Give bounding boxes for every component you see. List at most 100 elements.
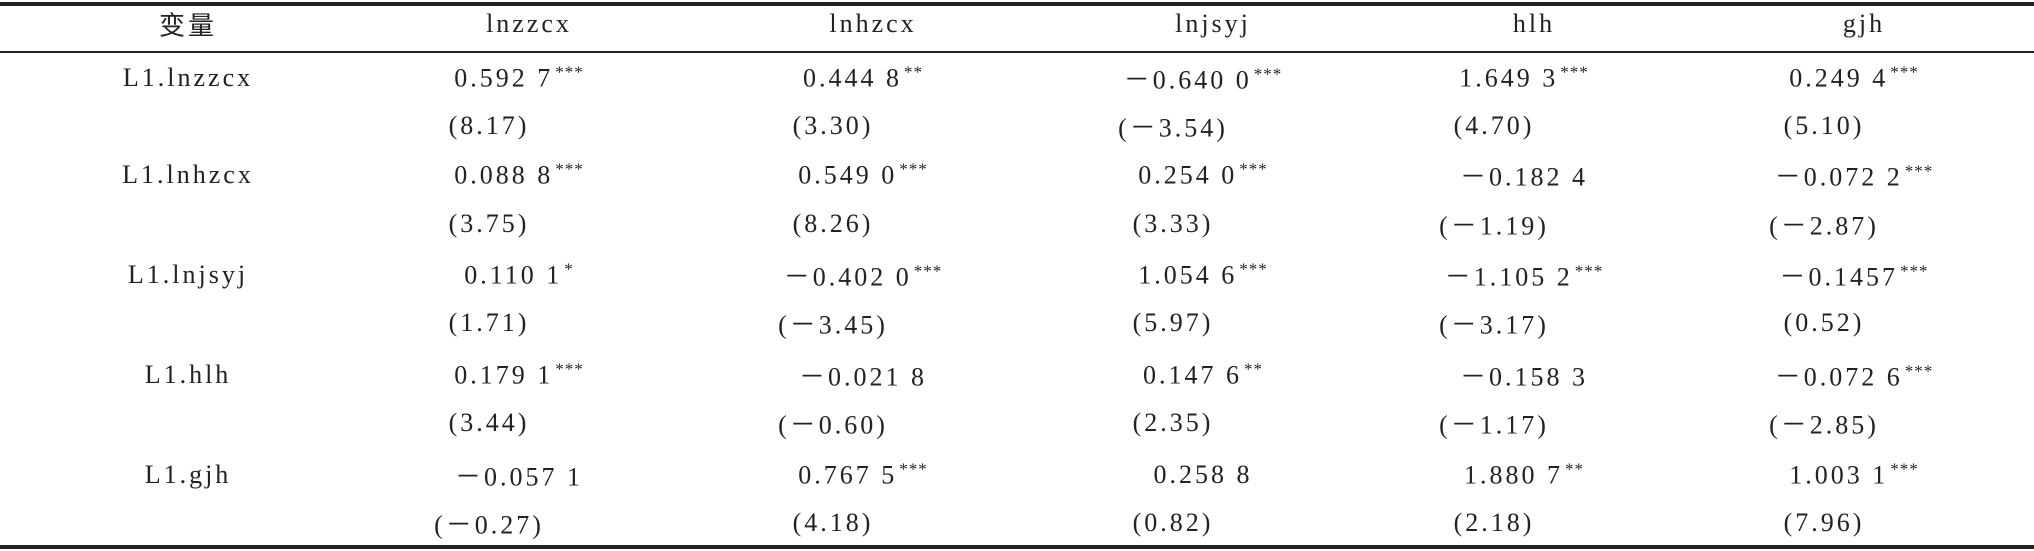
top-rule [0,2,2034,6]
coef-cell: 0.444 8 ** [803,63,923,94]
row-label: L1.lnjsyj [127,260,249,289]
coef-cell: －0.640 0 *** [1124,60,1283,97]
coefficient: －0.640 0 [1123,65,1252,95]
coef-cell: －0.182 4 [1460,157,1588,194]
coef-cell: 0.258 8 [1154,460,1253,490]
t-stat: (8.17) [448,111,530,140]
coefficient: 0.444 8 [803,63,902,93]
coefficient: 1.649 3 [1459,63,1559,93]
significance: *** [1900,261,1929,281]
t-stat: (－1.19) [1439,211,1549,241]
header-cell: 变量 [158,11,218,41]
coefficient: 0.592 7 [454,63,554,93]
coefficient: 1.880 7 [1464,460,1563,490]
t-stat: (－3.45) [778,310,888,340]
t-stat: (3.30) [792,111,874,140]
coefficient: －0.072 2 [1774,162,1903,192]
significance: *** [1904,161,1934,181]
t-stat: (－0.27) [434,510,544,540]
coef-cell: 0.110 1 * [464,260,574,291]
significance: * [564,259,574,279]
significance: *** [555,62,584,82]
significance: *** [555,159,584,179]
coef-cell: －0.021 8 [799,357,927,394]
coef-cell: －0.072 6 *** [1775,357,1934,394]
t-stat: (－2.85) [1769,410,1879,440]
coefficient: －0.057 1 [454,462,584,492]
coefficient: －0.072 6 [1774,362,1903,392]
significance: ** [904,62,923,82]
coefficient: －0.1457 [1779,262,1899,292]
significance: *** [555,359,584,379]
t-stat: (2.35) [1132,408,1214,437]
significance: ** [1565,459,1584,479]
t-stat: (1.71) [448,308,530,337]
coef-cell: －0.402 0 *** [784,257,943,294]
t-stat: (7.96) [1783,508,1865,537]
coefficient: 1.003 1 [1789,460,1889,490]
row-label: L1.hlh [144,360,232,389]
coef-cell: －0.072 2 *** [1775,157,1934,194]
header-cell: lnzzcx [486,9,572,38]
row-label: L1.gjh [144,460,232,489]
coef-cell: 1.649 3 *** [1459,63,1589,94]
t-stat: (3.75) [448,209,530,238]
coef-cell: 1.880 7 ** [1464,460,1584,491]
coef-cell: 0.592 7 *** [454,63,584,94]
t-stat: (0.82) [1132,508,1214,537]
coefficient: －0.402 0 [783,262,912,292]
row-label: L1.lnhzcx [122,160,254,189]
coef-cell: 0.549 0 *** [798,160,928,191]
coefficient: 0.088 8 [454,160,554,190]
t-stat: (5.10) [1783,111,1865,140]
header-cell: hlh [1512,9,1556,38]
t-stat: (2.18) [1453,508,1535,537]
significance: *** [913,261,943,281]
coef-cell: －0.057 1 [455,457,583,494]
coefficient: 0.254 0 [1138,160,1238,190]
coef-cell: 1.003 1 *** [1789,460,1919,491]
significance: ** [1244,359,1263,379]
coef-cell: －0.158 3 [1460,357,1588,394]
significance: *** [899,159,928,179]
row-label: L1.lnzzcx [122,63,254,92]
header-rule [0,51,2034,53]
significance: *** [1239,259,1268,279]
t-stat: (－3.54) [1118,113,1228,143]
coefficient: －0.021 8 [798,362,928,392]
t-stat: (5.97) [1132,308,1214,337]
significance: *** [1890,62,1919,82]
significance: *** [1904,361,1934,381]
t-stat: (0.52) [1783,308,1865,337]
t-stat: (4.18) [792,508,874,537]
coef-cell: 0.088 8 *** [454,160,584,191]
significance: *** [1239,159,1268,179]
coefficient: 0.258 8 [1153,460,1253,489]
coefficient: －0.158 3 [1459,362,1589,392]
t-stat: (－0.60) [778,410,888,440]
t-stat: (8.26) [792,209,874,238]
coefficient: －1.105 2 [1444,262,1573,292]
t-stat: (4.70) [1453,111,1535,140]
t-stat: (3.33) [1132,209,1214,238]
significance: *** [1574,261,1604,281]
coef-cell: －0.1457 *** [1779,257,1928,294]
bottom-rule [0,545,2034,549]
significance: *** [1890,459,1919,479]
coefficient: 0.147 6 [1143,360,1242,390]
coef-cell: －1.105 2 *** [1445,257,1604,294]
significance: *** [1253,64,1283,84]
coefficient: 0.767 5 [798,460,898,490]
t-stat: (－1.17) [1439,410,1549,440]
t-stat: (3.44) [448,408,530,437]
coefficient: 1.054 6 [1138,260,1238,290]
coefficient: 0.179 1 [454,360,554,390]
coef-cell: 0.249 4 *** [1789,63,1919,94]
header-cell: gjh [1842,9,1886,38]
coefficient: 0.249 4 [1789,63,1889,93]
coef-cell: 0.147 6 ** [1143,360,1263,391]
coef-cell: 0.767 5 *** [798,460,928,491]
significance: *** [899,459,928,479]
header-cell: lnhzcx [829,9,917,38]
